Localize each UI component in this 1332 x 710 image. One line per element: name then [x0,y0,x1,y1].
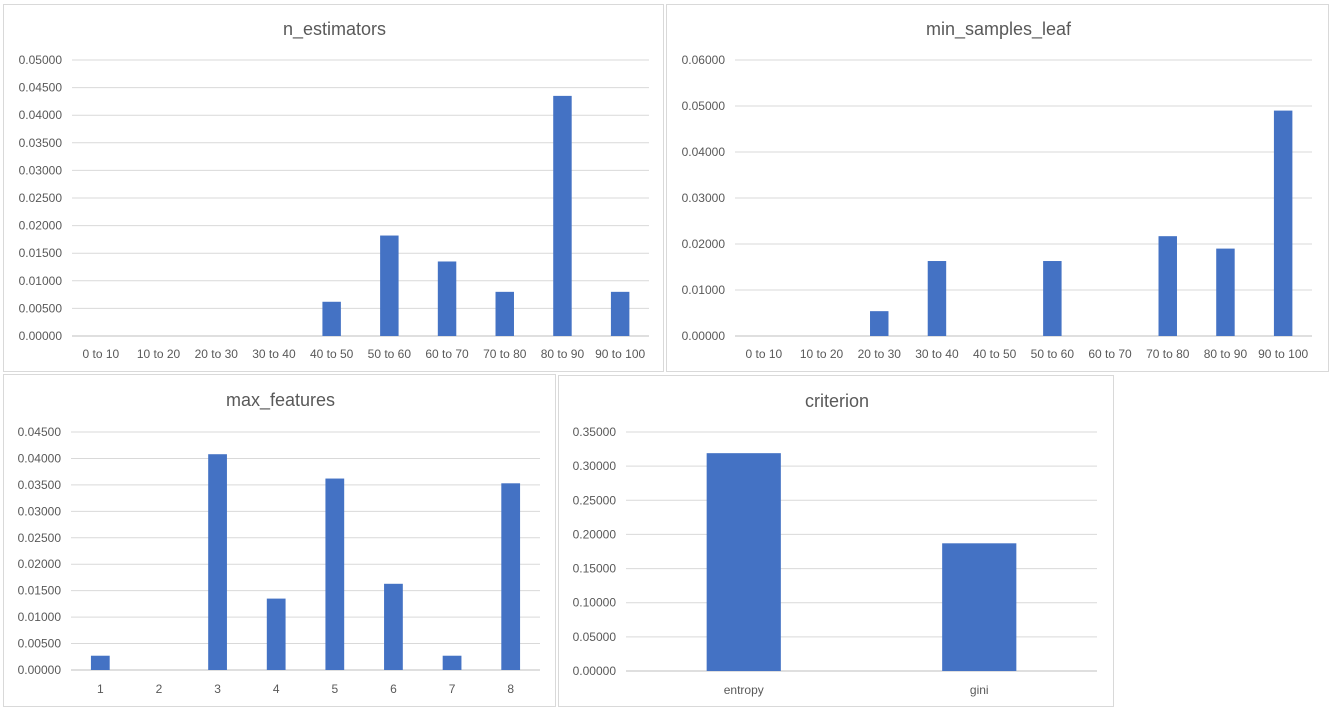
x-tick-label: 4 [273,682,280,696]
x-tick-label: 90 to 100 [595,347,645,361]
y-tick-label: 0.04500 [19,81,63,95]
y-tick-label: 0.03000 [19,163,63,177]
y-tick-label: 0.00000 [573,664,617,678]
x-tick-label: 5 [331,682,338,696]
chart-svg: criterion 0.00000 0.05000 0.10000 0.15000 0.2… [573,391,1097,697]
bar-80-to-90 [553,95,572,336]
x-tick-label: 10 to 20 [800,347,844,361]
chart-title: min_samples_leaf [926,19,1072,40]
y-tick-label: 0.01000 [18,610,62,624]
bar-7 [442,655,462,670]
bar-60-to-70 [437,261,457,336]
y-tick-label: 0.04000 [18,451,62,465]
y-tick-label: 0.03500 [18,478,62,492]
y-tick-label: 0.00500 [19,301,63,315]
y-tick-label: 0.04000 [682,145,726,159]
y-tick-label: 0.03500 [19,136,63,150]
bar-4 [266,598,286,670]
x-tick-label: 0 to 10 [745,347,782,361]
y-tick-label: 0.05000 [573,630,617,644]
chart-svg: max_features 0.00000 0.00500 0.01000 0.01500… [18,390,540,696]
y-tick-label: 0.02000 [19,219,63,233]
bar-50-to-60 [380,235,399,336]
chart-min-samples-leaf: min_samples_leaf 0.00000 0.01000 0.02000 0.0… [666,4,1329,372]
y-tick-label: 0.01500 [18,584,62,598]
x-tick-label: 80 to 90 [1204,347,1248,361]
x-tick-label: 50 to 60 [1031,347,1075,361]
bar-6 [384,583,403,670]
bar-90-to-100 [1273,110,1293,336]
bar-8 [501,483,521,670]
chart-svg: n_estimators 0.00000 0.00500 0.01000 0.01500… [19,19,649,361]
y-tick-label: 0.30000 [573,459,617,473]
y-tick-label: 0.01000 [19,274,63,288]
x-tick-label: 2 [156,682,163,696]
y-tick-label: 0.20000 [573,527,617,541]
y-tick-label: 0.06000 [682,53,726,67]
y-tick-label: 0.35000 [573,425,617,439]
y-tick-label: 0.00000 [19,329,63,343]
y-tick-label: 0.03000 [18,504,62,518]
y-tick-label: 0.03000 [682,191,726,205]
y-tick-label: 0.02500 [19,191,63,205]
bar-1 [90,655,110,670]
x-tick-label: entropy [724,683,764,697]
y-tick-label: 0.00000 [682,329,726,343]
chart-svg: min_samples_leaf 0.00000 0.01000 0.02000 0.0… [682,19,1312,361]
x-tick-label: 80 to 90 [541,347,585,361]
chart-criterion: criterion 0.00000 0.05000 0.10000 0.15000 0.2… [558,375,1114,707]
y-tick-label: 0.05000 [682,99,726,113]
chart-title: max_features [226,390,335,411]
x-tick-label: 20 to 30 [195,347,239,361]
bar-30-to-40 [927,261,947,336]
bar-3 [208,454,227,670]
x-tick-label: 50 to 60 [368,347,412,361]
x-tick-label: 7 [449,682,456,696]
y-tick-label: 0.02500 [18,531,62,545]
x-tick-label: 70 to 80 [1146,347,1190,361]
chart-max-features: max_features 0.00000 0.00500 0.01000 0.01500… [3,374,556,707]
bar-gini [942,543,1017,671]
y-tick-label: 0.00000 [18,663,62,677]
x-tick-label: gini [970,683,989,697]
y-tick-label: 0.04000 [19,108,63,122]
y-tick-label: 0.01000 [682,283,726,297]
chart-title: criterion [805,391,869,411]
x-tick-label: 40 to 50 [310,347,354,361]
y-tick-label: 0.10000 [573,596,617,610]
bar-70-to-80 [1158,236,1177,336]
y-tick-label: 0.02000 [18,557,62,571]
bar-80-to-90 [1216,248,1235,336]
x-tick-label: 3 [214,682,221,696]
x-tick-label: 1 [97,682,104,696]
chart-title: n_estimators [283,19,386,40]
x-tick-label: 60 to 70 [1088,347,1132,361]
x-tick-label: 90 to 100 [1258,347,1308,361]
y-tick-label: 0.04500 [18,425,62,439]
x-tick-label: 30 to 40 [915,347,959,361]
bar-90-to-100 [610,291,630,336]
bar-70-to-80 [495,291,514,336]
x-tick-label: 40 to 50 [973,347,1017,361]
y-tick-label: 0.02000 [682,237,726,251]
y-tick-label: 0.15000 [573,562,617,576]
y-tick-label: 0.25000 [573,493,617,507]
x-tick-label: 70 to 80 [483,347,527,361]
chart-n-estimators: n_estimators 0.00000 0.00500 0.01000 0.01500… [3,4,664,372]
x-tick-label: 60 to 70 [425,347,469,361]
bar-20-to-30 [870,311,889,336]
x-tick-label: 8 [507,682,514,696]
x-tick-label: 6 [390,682,397,696]
bar-40-to-50 [322,301,341,336]
y-tick-label: 0.01500 [19,246,63,260]
bar-entropy [706,453,781,671]
bar-5 [325,478,345,670]
y-tick-label: 0.05000 [19,53,63,67]
y-tick-label: 0.00500 [18,637,62,651]
x-tick-label: 30 to 40 [252,347,296,361]
bar-50-to-60 [1043,261,1062,336]
x-tick-label: 10 to 20 [137,347,181,361]
x-tick-label: 0 to 10 [82,347,119,361]
x-tick-label: 20 to 30 [858,347,902,361]
